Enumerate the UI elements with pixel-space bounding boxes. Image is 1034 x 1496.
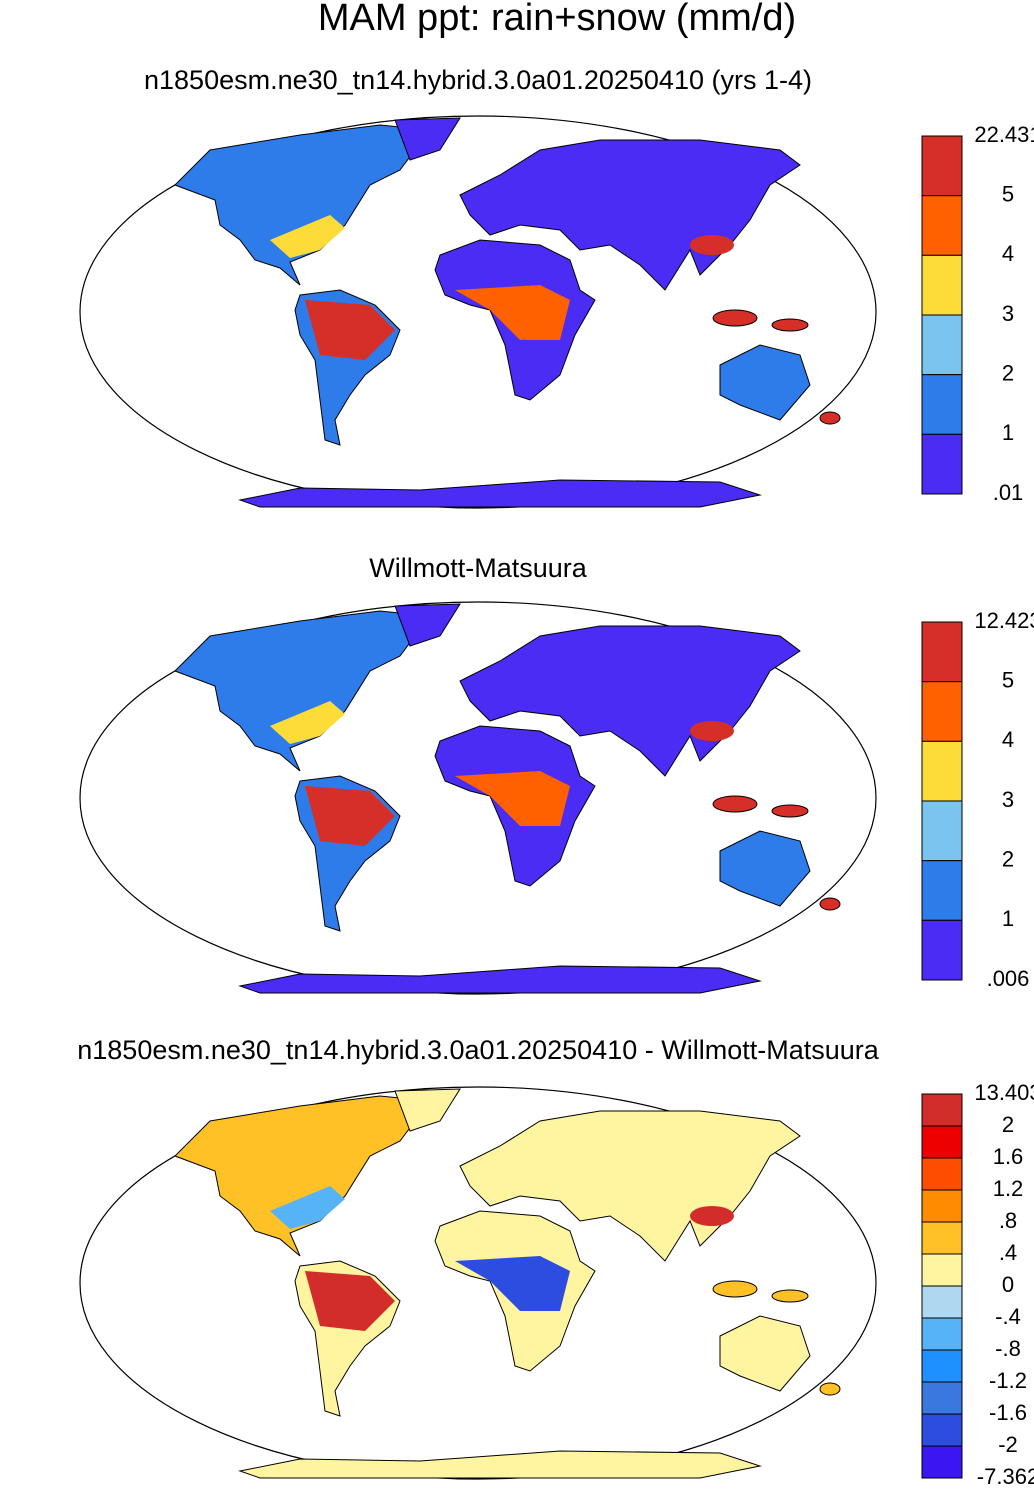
map-land — [79, 601, 877, 995]
colorbar-label: -.8 — [995, 1336, 1021, 1361]
colorbar-bin — [921, 374, 963, 435]
colorbar-bin — [921, 1445, 963, 1479]
colorbar-label: -2 — [998, 1432, 1018, 1457]
colorbar-label: 1 — [1002, 420, 1014, 445]
colorbar-bin — [921, 135, 963, 197]
colorbar-label: 0 — [1002, 1272, 1014, 1297]
colorbar-bin — [921, 1221, 963, 1255]
colorbar-bin — [921, 1381, 963, 1415]
colorbar-label: -1.2 — [989, 1368, 1027, 1393]
colorbar-label: 3 — [1002, 301, 1014, 326]
panel-title: n1850esm.ne30_tn14.hybrid.3.0a01.2025041… — [144, 65, 812, 95]
colorbar-bin — [921, 919, 963, 981]
colorbar-label: .01 — [993, 480, 1024, 505]
colorbar-bin — [921, 195, 963, 256]
colorbar-bin — [921, 1125, 963, 1159]
colorbar-bin — [921, 1093, 963, 1127]
colorbar-bin — [921, 1157, 963, 1191]
colorbar-label: .006 — [987, 966, 1030, 991]
colorbar-label: 12.423 — [974, 608, 1034, 633]
colorbar-bin — [921, 314, 963, 376]
colorbar-bin — [921, 740, 963, 802]
colorbar-bin — [921, 1253, 963, 1287]
colorbar-bin — [921, 254, 963, 316]
colorbar-label: .4 — [999, 1240, 1017, 1265]
figure-title: MAM ppt: rain+snow (mm/d) — [318, 0, 796, 39]
colorbar-label: .8 — [999, 1208, 1017, 1233]
colorbar-bin — [921, 860, 963, 921]
colorbar-label: 5 — [1002, 667, 1014, 692]
map — [79, 115, 877, 509]
colorbar-bin — [921, 1189, 963, 1223]
colorbar-label: -7.362 — [977, 1464, 1034, 1489]
map — [79, 1086, 877, 1480]
colorbar-bin — [921, 800, 963, 862]
colorbar-label: 4 — [1002, 241, 1014, 266]
colorbar-bin — [921, 1413, 963, 1447]
colorbar-label: 2 — [1002, 1112, 1014, 1137]
colorbar-label: 22.431 — [974, 122, 1034, 147]
colorbar-bin — [921, 621, 963, 683]
colorbar-bin — [921, 1349, 963, 1383]
colorbar-label: 3 — [1002, 787, 1014, 812]
colorbar-label: 13.403 — [974, 1080, 1034, 1105]
map-land — [79, 1086, 877, 1480]
colorbar-label: -.4 — [995, 1304, 1021, 1329]
map — [79, 601, 877, 995]
colorbar-label: 4 — [1002, 727, 1014, 752]
colorbar-bin — [921, 1285, 963, 1319]
colorbar-bin — [921, 681, 963, 742]
colorbar-label: 2 — [1002, 360, 1014, 385]
colorbar-label: 1 — [1002, 906, 1014, 931]
colorbar-label: 2 — [1002, 846, 1014, 871]
colorbar-bin — [921, 1317, 963, 1351]
colorbar-bin — [921, 433, 963, 495]
colorbar-label: 5 — [1002, 181, 1014, 206]
colorbar-label: 1.2 — [993, 1176, 1024, 1201]
panel-title: Willmott-Matsuura — [369, 553, 588, 583]
panel-title: n1850esm.ne30_tn14.hybrid.3.0a01.2025041… — [77, 1035, 879, 1065]
map-land — [79, 115, 877, 509]
colorbar-label: 1.6 — [993, 1144, 1024, 1169]
colorbar-label: -1.6 — [989, 1400, 1027, 1425]
